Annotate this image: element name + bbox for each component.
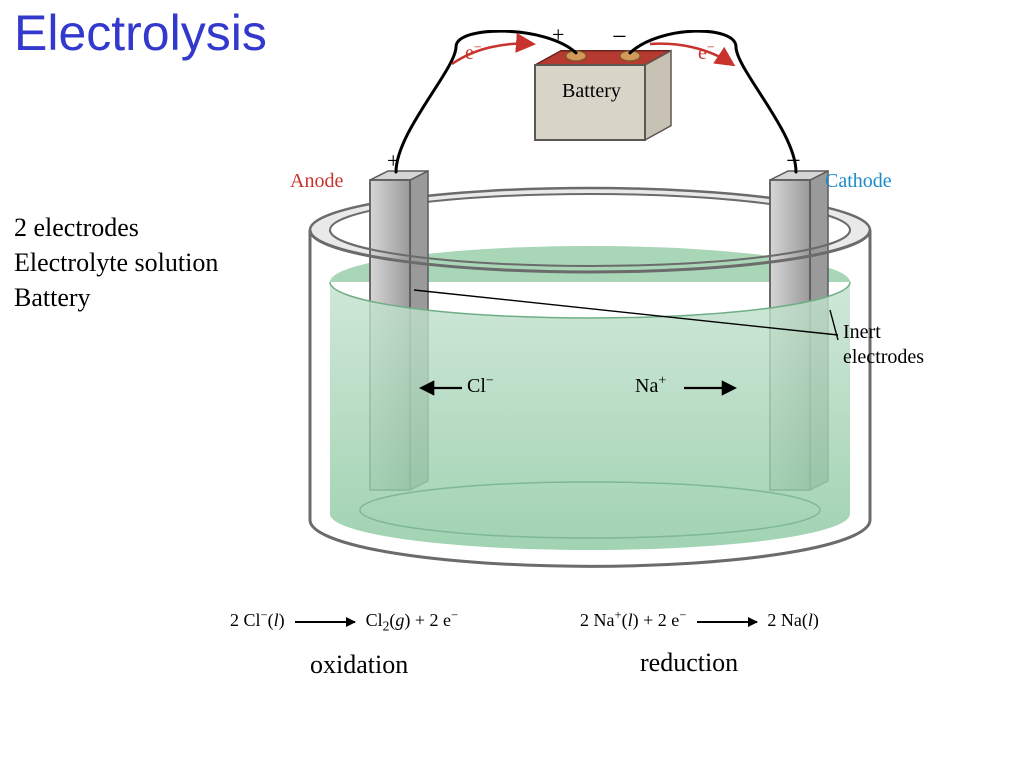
page-title: Electrolysis	[14, 4, 267, 62]
cathode-label: Cathode	[825, 170, 892, 193]
reaction-arrow-icon	[295, 621, 355, 623]
cathode-sign: −	[786, 146, 801, 176]
oxidation-label: oxidation	[310, 650, 408, 680]
cl-sup: −	[486, 373, 494, 388]
oxidation-equation: 2 Cl−(l) Cl2(g) + 2 e−	[230, 610, 458, 631]
reduction-label: reduction	[640, 648, 738, 678]
inert-line2: electrodes	[843, 345, 924, 370]
inert-label: Inert electrodes	[843, 320, 924, 370]
anode-sign: +	[387, 148, 399, 174]
na-ion-label: Na+	[635, 375, 666, 398]
reaction-arrow-icon	[697, 621, 757, 623]
electron-sup: −	[707, 40, 715, 55]
note-line: Electrolyte solution	[14, 245, 218, 280]
electron-e: e	[698, 42, 707, 64]
battery-minus: −	[612, 22, 627, 52]
electron-sup: −	[474, 40, 482, 55]
ox-lhs: 2 Cl−(l)	[230, 610, 285, 630]
inert-line1: Inert	[843, 320, 924, 345]
na-text: Na	[635, 375, 658, 397]
electron-e: e	[465, 42, 474, 64]
reduction-equation: 2 Na+(l) + 2 e− 2 Na(l)	[580, 610, 819, 631]
component-list: 2 electrodes Electrolyte solution Batter…	[14, 210, 218, 315]
note-line: 2 electrodes	[14, 210, 218, 245]
electrolysis-diagram: + − e− e− Battery + − Anode Cathode Iner…	[240, 30, 960, 630]
note-line: Battery	[14, 280, 218, 315]
battery-label: Battery	[562, 80, 621, 103]
ox-rhs: Cl2(g) + 2 e−	[366, 610, 459, 630]
anode-label: Anode	[290, 170, 343, 193]
electron-right-label: e−	[698, 42, 715, 65]
cl-ion-label: Cl−	[467, 375, 494, 398]
electron-left-label: e−	[465, 42, 482, 65]
red-lhs: 2 Na+(l) + 2 e−	[580, 610, 686, 630]
na-sup: +	[658, 373, 666, 388]
red-rhs: 2 Na(l)	[767, 610, 819, 630]
battery-plus: +	[552, 22, 564, 48]
equations-row: 2 Cl−(l) Cl2(g) + 2 e− 2 Na+(l) + 2 e− 2…	[0, 610, 1024, 650]
cl-text: Cl	[467, 375, 486, 397]
